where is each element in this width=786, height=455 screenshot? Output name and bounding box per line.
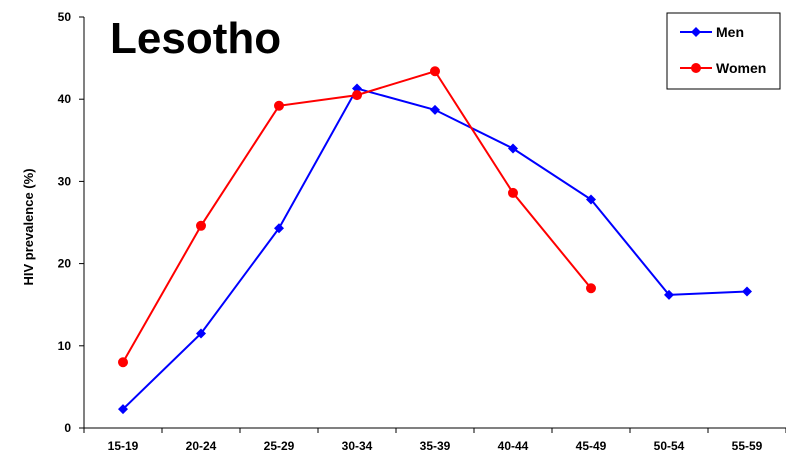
series-line-women bbox=[122, 70, 592, 363]
x-tick-label: 25-29 bbox=[264, 439, 295, 453]
legend-box bbox=[666, 12, 781, 90]
series-men bbox=[118, 83, 752, 415]
data-point-men bbox=[664, 289, 674, 300]
data-point-men bbox=[118, 404, 128, 415]
data-point-women bbox=[196, 220, 206, 231]
data-point-women bbox=[352, 90, 362, 101]
data-point-men bbox=[274, 223, 284, 234]
data-point-men bbox=[508, 143, 518, 154]
data-point-women bbox=[118, 357, 128, 368]
legend-label-men: Men bbox=[716, 24, 744, 40]
legend-marker-men bbox=[691, 27, 701, 37]
chart-title: Lesotho bbox=[110, 14, 281, 63]
x-tick-label: 30-34 bbox=[342, 439, 373, 453]
y-tick-label: 10 bbox=[58, 339, 72, 353]
x-tick-label: 45-49 bbox=[576, 439, 607, 453]
data-point-women bbox=[586, 283, 596, 294]
series-women bbox=[118, 66, 596, 368]
axes bbox=[83, 17, 786, 429]
y-tick-label: 20 bbox=[58, 257, 72, 271]
legend-label-women: Women bbox=[716, 60, 766, 76]
data-point-men bbox=[742, 286, 752, 297]
y-tick-label: 40 bbox=[58, 92, 72, 106]
x-tick-label: 35-39 bbox=[420, 439, 451, 453]
legend: Men Women bbox=[666, 12, 781, 90]
y-tick-label: 30 bbox=[58, 174, 72, 188]
x-tick-label: 15-19 bbox=[108, 439, 139, 453]
y-axis-label: HIV prevalence (%) bbox=[21, 168, 36, 285]
data-point-women bbox=[508, 187, 518, 198]
x-tick-label: 55-59 bbox=[732, 439, 763, 453]
data-point-men bbox=[586, 194, 596, 205]
series-layer bbox=[118, 66, 752, 415]
legend-marker-women bbox=[691, 63, 701, 73]
data-point-men bbox=[196, 328, 206, 339]
data-point-women bbox=[430, 66, 440, 77]
x-axis-ticks: 15-19 20-24 25-29 30-34 35-39 40-44 45-49 50-54… bbox=[83, 428, 786, 453]
x-tick-label: 50-54 bbox=[654, 439, 685, 453]
data-point-women bbox=[274, 100, 284, 111]
data-point-men bbox=[430, 104, 440, 115]
y-tick-label: 50 bbox=[58, 10, 72, 24]
y-tick-label: 0 bbox=[64, 421, 71, 435]
x-tick-label: 20-24 bbox=[186, 439, 217, 453]
series-line-men bbox=[122, 87, 748, 410]
x-tick-label: 40-44 bbox=[498, 439, 529, 453]
y-axis-ticks: 0 10 20 30 40 50 bbox=[58, 10, 84, 435]
